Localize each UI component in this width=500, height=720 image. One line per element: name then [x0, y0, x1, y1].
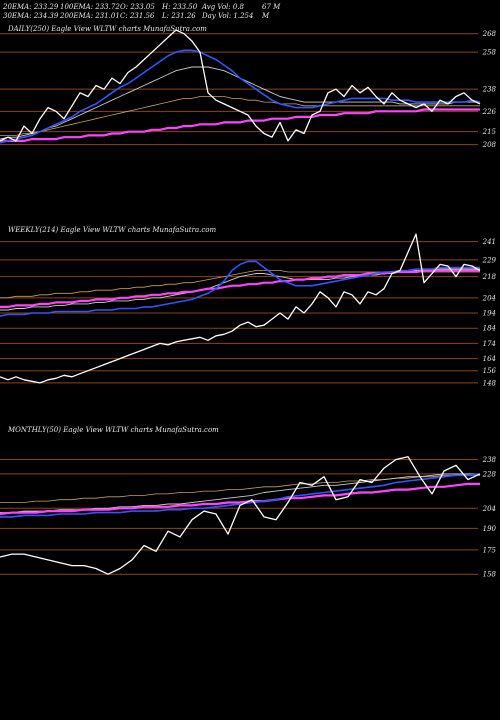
series-ema-long-line	[0, 269, 480, 308]
price-level-label: 156	[483, 367, 497, 375]
panel-title: MONTHLY(50) Eagle View WLTW charts Munaf…	[7, 426, 219, 434]
price-level-label: 175	[483, 546, 497, 554]
series-ema-slow-line	[0, 270, 480, 299]
series-ema-short-line	[0, 260, 480, 317]
series-ema-long-line	[0, 108, 480, 142]
header-ema30: 30EMA: 234.39	[3, 12, 59, 20]
price-level-label: 194	[483, 310, 496, 318]
header-avg-vol-unit: 67 M	[262, 3, 281, 11]
price-level-label: 241	[482, 238, 496, 246]
header-close: C: 231.56	[120, 12, 155, 20]
header-ema20: 20EMA: 233.29	[3, 3, 59, 11]
header-high: H: 233.50	[162, 3, 198, 11]
header-ema200: 200EMA: 231.01	[60, 12, 120, 20]
price-level-label: 238	[482, 456, 497, 464]
price-level-label: 226	[482, 108, 497, 116]
series-ema-slow-line	[0, 474, 480, 503]
price-level-label: 190	[483, 525, 497, 533]
header-avg-vol: Avg Vol: 0.8	[202, 3, 245, 11]
series-ema-slow-line	[0, 96, 480, 136]
header-low: L: 231.26	[162, 12, 196, 20]
price-level-label: 164	[483, 355, 496, 363]
header-day-vol: Day Vol: 1.254	[202, 12, 254, 20]
series-price-line	[0, 29, 481, 142]
price-level-label: 204	[482, 505, 496, 513]
header-day-vol-unit: M	[262, 12, 270, 20]
series-ema-short-line	[0, 49, 481, 144]
series-ema-mid-line	[0, 268, 480, 311]
price-level-label: 208	[482, 141, 497, 149]
price-level-label: 215	[482, 128, 497, 136]
price-level-label: 258	[482, 49, 497, 57]
price-level-label: 238	[482, 86, 497, 94]
price-level-label: 268	[482, 30, 497, 38]
panel-title: DAILY(250) Eagle View WLTW charts Munafa…	[7, 25, 207, 33]
header-ema100: 100EMA: 233.72	[60, 3, 120, 11]
series-ema-short-line	[0, 473, 481, 518]
series-ema-long-line	[0, 482, 480, 516]
series-price-line	[0, 233, 481, 384]
header-open: O: 233.05	[120, 3, 155, 11]
price-level-label: 148	[483, 379, 497, 387]
price-level-label: 204	[482, 294, 496, 302]
price-level-label: 158	[483, 571, 497, 579]
panel-title: WEEKLY(214) Eagle View WLTW charts Munaf…	[8, 226, 216, 234]
price-level-label: 229	[482, 256, 497, 264]
price-level-label: 228	[482, 470, 497, 478]
price-level-label: 218	[482, 273, 497, 281]
price-level-label: 174	[483, 340, 496, 348]
price-level-label: 184	[483, 325, 496, 333]
series-price-line	[0, 456, 481, 575]
